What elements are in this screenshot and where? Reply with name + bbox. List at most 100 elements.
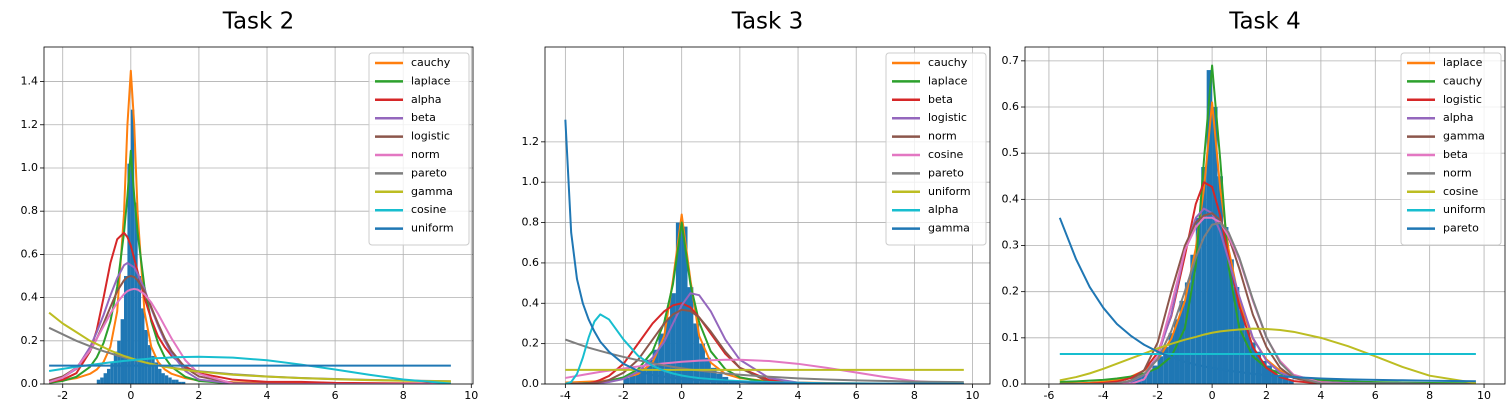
- legend-label: pareto: [928, 166, 964, 179]
- x-tick-label: 0: [1209, 389, 1216, 402]
- x-tick-label: -2: [618, 389, 629, 402]
- y-tick-label: 0.0: [1002, 377, 1020, 390]
- histogram-bar: [1195, 217, 1202, 384]
- x-tick-label: 2: [736, 389, 743, 402]
- y-tick-label: 0.2: [21, 334, 39, 347]
- histogram-bar: [100, 377, 104, 384]
- histogram-bar: [1288, 379, 1294, 384]
- legend-label: beta: [411, 111, 436, 124]
- x-tick-label: 4: [795, 389, 802, 402]
- histogram-bar: [134, 202, 138, 384]
- x-tick-label: -2: [57, 389, 68, 402]
- x-tick-label: 6: [853, 389, 860, 402]
- axes-frame: [43, 46, 474, 385]
- legend-label: cauchy: [928, 56, 968, 69]
- histogram-bar: [1233, 287, 1240, 384]
- legend-label: norm: [1443, 166, 1472, 179]
- fit-line: [48, 274, 451, 384]
- histogram-bar: [1244, 328, 1251, 384]
- legend-label: norm: [411, 148, 440, 161]
- axes-frame: [1024, 46, 1506, 385]
- histogram-bar: [1157, 356, 1164, 384]
- y-tick-label: 0.8: [21, 204, 39, 217]
- y-tick-label: 0.1: [1002, 331, 1020, 344]
- chart-title: Task 2: [222, 9, 295, 35]
- y-tick-label: 0.3: [1002, 239, 1020, 252]
- fit-line: [565, 313, 964, 384]
- histogram-bar: [137, 275, 142, 384]
- x-tick-label: 10: [966, 389, 980, 402]
- histogram-bar: [1206, 70, 1213, 384]
- chart-title: Task 3: [731, 9, 804, 35]
- histogram-bar: [1152, 365, 1158, 384]
- histogram-bar: [161, 373, 165, 384]
- histogram-bar: [687, 287, 694, 384]
- legend-label: gamma: [411, 185, 453, 198]
- y-tick-label: 0.2: [1002, 285, 1020, 298]
- y-tick-label: 0.6: [522, 256, 540, 269]
- histogram-bar: [693, 323, 700, 384]
- fit-line: [1059, 327, 1477, 384]
- x-tick-label: 10: [1477, 389, 1491, 402]
- histogram-bar: [1277, 374, 1283, 384]
- histogram-bar: [120, 319, 125, 384]
- legend: cauchy laplace beta logistic norm cosine paret…: [885, 52, 987, 246]
- legend-label: laplace: [411, 74, 451, 87]
- fit-line: [565, 358, 964, 384]
- histogram-bar: [658, 333, 665, 384]
- histogram-bar: [178, 381, 182, 384]
- y-tick-label: 1.2: [21, 118, 39, 131]
- x-tick-label: 6: [1372, 389, 1379, 402]
- histogram-bar: [141, 308, 145, 384]
- subplot: Task 4 -6 -4 -2 0 2 4 6 8 10 0.0 0.1 0.2 0.3 0.4 0.5 0.6…: [1002, 9, 1506, 402]
- y-tick-label: 1.0: [21, 161, 39, 174]
- histogram-bar: [158, 368, 162, 384]
- legend-label: laplace: [928, 74, 968, 87]
- histogram-bar: [144, 329, 148, 384]
- legend-label: cauchy: [411, 56, 451, 69]
- x-tick-label: 10: [464, 389, 478, 402]
- histogram-bar: [1201, 167, 1207, 384]
- legend-label: cosine: [1443, 185, 1479, 198]
- legend-label: gamma: [1443, 130, 1485, 143]
- y-tick-label: 0.8: [522, 216, 540, 229]
- y-tick-label: 0.5: [1002, 146, 1020, 159]
- legend-label: logistic: [1443, 93, 1482, 106]
- histogram-bar: [1255, 351, 1262, 384]
- fit-line: [565, 338, 964, 384]
- y-tick-label: 0.6: [21, 247, 39, 260]
- legend-label: laplace: [1443, 56, 1483, 69]
- legend-label: cosine: [411, 203, 447, 216]
- legend-label: alpha: [1443, 111, 1474, 124]
- histogram-bar: [1184, 282, 1191, 384]
- legend-label: norm: [928, 130, 957, 143]
- histogram-bar: [127, 163, 131, 384]
- histogram-bar: [96, 379, 101, 384]
- histogram-bar: [171, 379, 176, 384]
- legend-label: gamma: [928, 222, 970, 235]
- histogram-bar: [710, 367, 717, 384]
- x-tick-label: 8: [911, 389, 918, 402]
- histogram-bar: [181, 381, 186, 384]
- fit-line: [48, 262, 451, 384]
- legend-label: uniform: [1443, 203, 1486, 216]
- y-tick-label: 0.0: [21, 377, 39, 390]
- legend: cauchy laplace alpha beta logistic norm pareto…: [368, 52, 470, 246]
- x-tick-label: 2: [1263, 389, 1270, 402]
- histogram-bar: [646, 359, 653, 384]
- subplot: Task 3 -4 -2 0 2 4 6 8 10 0.0 0.2 0.4 0.6 0.8 1.0 1.2 ca…: [522, 9, 991, 402]
- histogram-bar: [1168, 333, 1175, 384]
- histogram-bar: [1239, 310, 1245, 384]
- x-tick-label: 4: [1317, 389, 1324, 402]
- histogram-bar: [1179, 300, 1185, 384]
- histogram-bar: [640, 367, 647, 384]
- legend-label: cosine: [928, 148, 964, 161]
- y-tick-label: 0.4: [522, 296, 540, 309]
- histogram-bar: [1130, 379, 1136, 384]
- histogram-bar: [1163, 347, 1169, 384]
- histogram-bar: [113, 351, 118, 384]
- legend-label: logistic: [928, 111, 967, 124]
- y-tick-label: 1.2: [522, 135, 540, 148]
- legend-label: logistic: [411, 130, 450, 143]
- y-tick-label: 1.0: [522, 175, 540, 188]
